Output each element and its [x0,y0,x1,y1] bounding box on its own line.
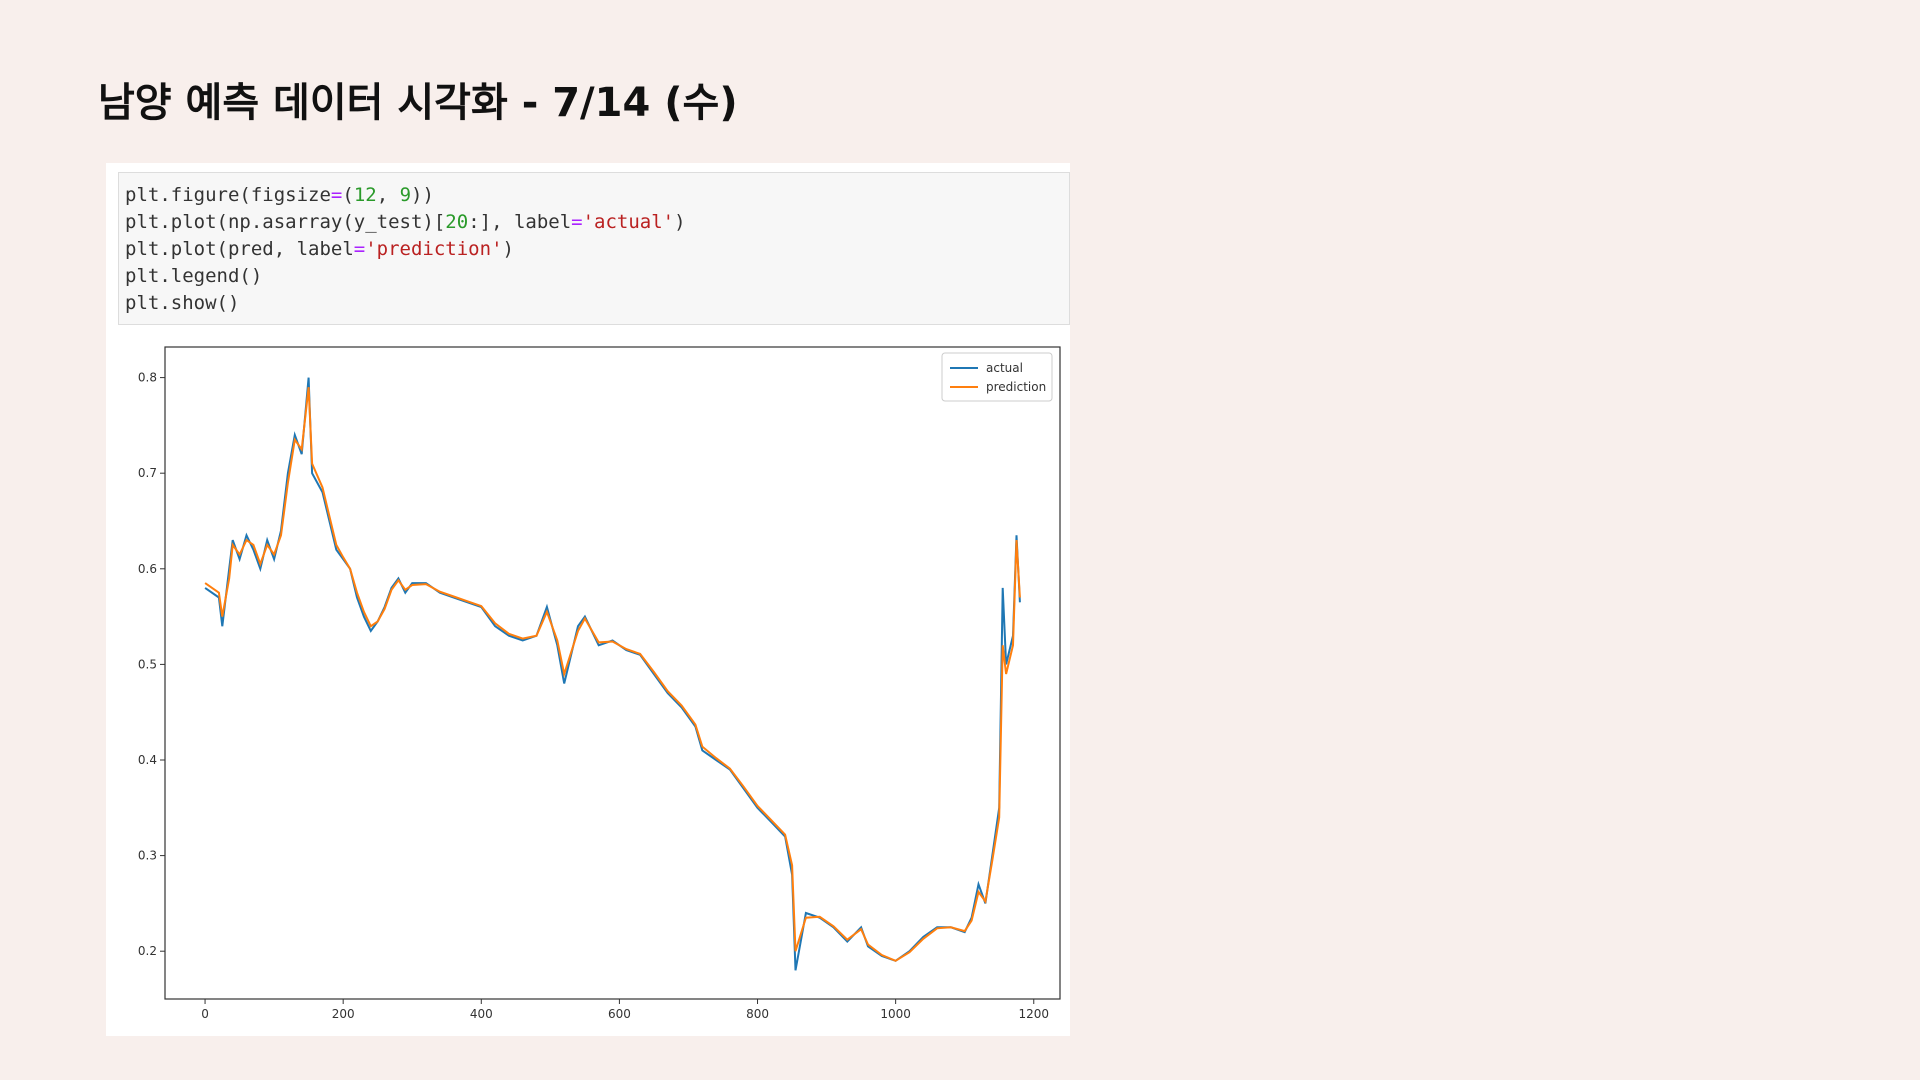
code-token: plt.plot(pred, label [125,238,354,260]
code-token: 9 [399,184,412,206]
code-token: :], label [468,211,572,233]
code-token: = [330,184,343,206]
y-tick-label: 0.2 [138,944,157,958]
x-tick-label: 400 [470,1007,493,1021]
code-token: 'prediction' [365,238,503,260]
code-token: plt.legend() [125,265,263,287]
code-line: plt.figure(figsize=(12, 9)) [125,182,1063,209]
code-token: ) [674,211,686,233]
y-tick-label: 0.7 [138,466,157,480]
code-token: 12 [353,184,377,206]
code-line: plt.legend() [125,263,1063,290]
code-token: ( [342,184,354,206]
code-cell: plt.figure(figsize=(12, 9)) plt.plot(np.a… [106,163,1070,325]
code-token: plt.show() [125,292,240,314]
y-tick-label: 0.6 [138,562,157,576]
y-tick-label: 0.5 [138,657,157,671]
code-token: = [353,238,366,260]
code-token: 20 [445,211,469,233]
code-token: plt.plot(np.asarray(y_test)[ [125,211,446,233]
legend-label: prediction [986,380,1046,394]
code-token: , [376,184,400,206]
y-tick-label: 0.8 [138,371,157,385]
code-token: = [571,211,583,233]
x-tick-label: 600 [608,1007,631,1021]
chart-background [106,325,1070,1036]
plot-frame [164,346,1061,1000]
code-box: plt.figure(figsize=(12, 9)) plt.plot(np.a… [118,172,1070,325]
x-tick-label: 200 [332,1007,355,1021]
data-line [204,387,1021,962]
code-line: plt.show() [125,290,1063,317]
x-tick-label: 0 [201,1007,209,1021]
code-token: plt.figure(figsize [125,184,331,206]
x-tick-label: 1000 [880,1007,911,1021]
slide-title: 남양 예측 데이터 시각화 - 7/14 (수) [98,80,738,126]
legend-box [941,352,1053,402]
code-token: 'actual' [582,211,675,233]
code-line: plt.plot(np.asarray(y_test)[20:], label=… [125,209,1063,236]
x-tick-label: 800 [746,1007,769,1021]
code-token: ) [502,238,514,260]
legend-label: actual [986,361,1023,375]
chart: 0 200 400 600 800 1000 1200 0.2 0.3 0.4 0.5 0.6 0.7 0… [106,325,1070,1036]
y-tick-label: 0.4 [138,753,157,767]
code-line: plt.plot(pred, label='prediction') [125,236,1063,263]
code-token: )) [411,184,434,206]
y-tick-label: 0.3 [138,849,157,863]
x-tick-label: 1200 [1018,1007,1049,1021]
